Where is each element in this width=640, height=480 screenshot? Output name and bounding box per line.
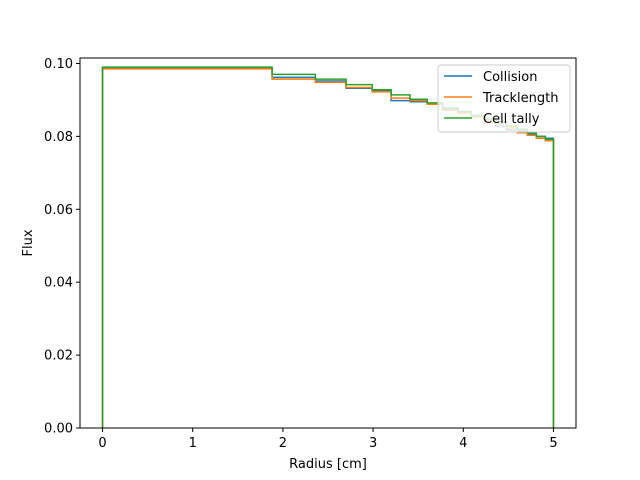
legend-label-collision: Collision bbox=[483, 70, 537, 85]
legend-label-cell-tally: Cell tally bbox=[483, 112, 540, 127]
x-tick-label: 1 bbox=[189, 436, 197, 451]
x-tick-label: 4 bbox=[459, 436, 467, 451]
y-axis: 0.00 0.02 0.04 0.06 0.08 0.10 bbox=[44, 57, 80, 437]
x-tick-label: 2 bbox=[279, 436, 287, 451]
legend-box bbox=[437, 64, 571, 133]
x-tick-label: 3 bbox=[369, 436, 377, 451]
legend: Collision Tracklength Cell tally bbox=[437, 64, 571, 133]
y-axis-label: Flux bbox=[21, 229, 36, 256]
y-tick-label: 0.02 bbox=[44, 349, 73, 364]
x-tick-label: 0 bbox=[98, 436, 106, 451]
x-tick-label: 5 bbox=[549, 436, 557, 451]
legend-label-tracklength: Tracklength bbox=[482, 91, 558, 106]
y-tick-label: 0.06 bbox=[44, 203, 73, 218]
x-axis: 0 1 2 3 4 5 bbox=[98, 428, 558, 451]
y-tick-label: 0.08 bbox=[44, 130, 73, 145]
y-tick-label: 0.04 bbox=[44, 276, 73, 291]
plot-frame bbox=[79, 57, 577, 429]
x-axis-label: Radius [cm] bbox=[289, 457, 367, 472]
y-tick-label: 0.10 bbox=[44, 57, 73, 72]
y-tick-label: 0.00 bbox=[44, 422, 73, 437]
